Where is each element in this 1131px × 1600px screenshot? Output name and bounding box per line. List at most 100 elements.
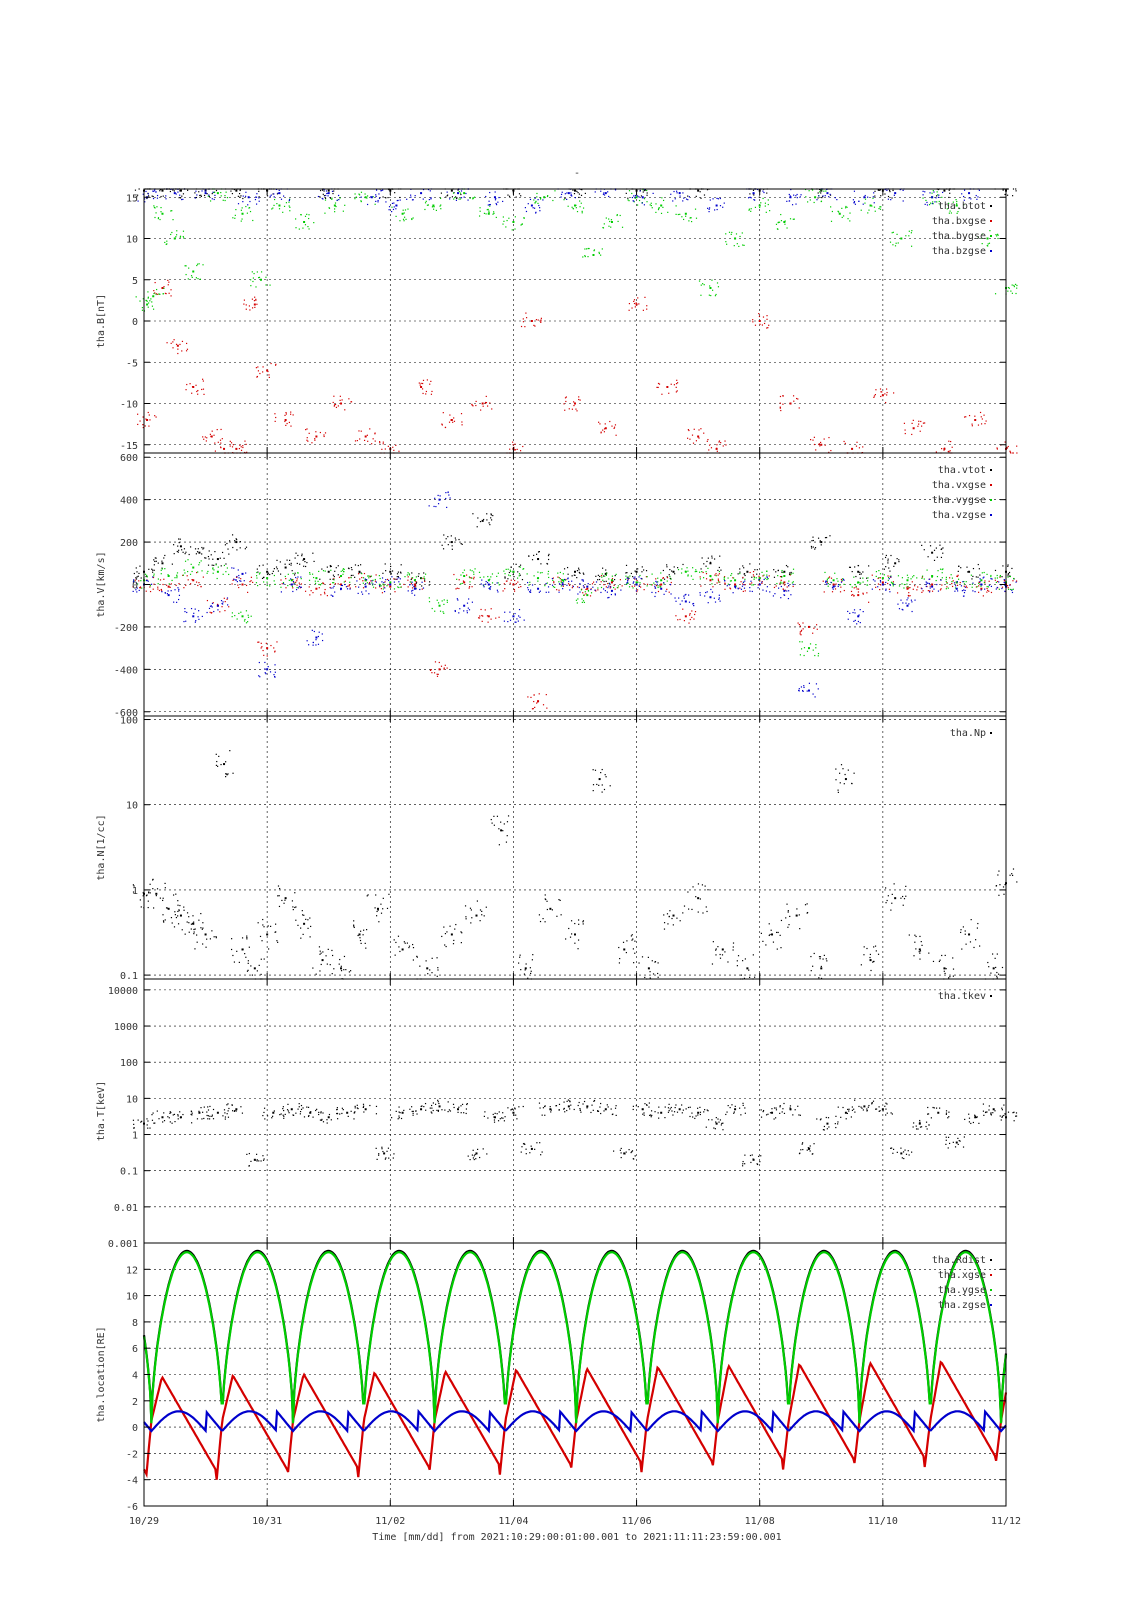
data-point: [689, 438, 691, 440]
data-point: [286, 422, 288, 425]
data-point: [687, 575, 689, 577]
data-point: [567, 578, 569, 580]
data-point: [395, 941, 397, 944]
data-point: [949, 976, 951, 978]
data-point: [211, 430, 213, 432]
data-point: [443, 612, 445, 614]
data-point: [296, 562, 298, 565]
data-point: [971, 583, 973, 585]
data-point: [540, 1154, 542, 1156]
data-point: [421, 588, 423, 590]
data-point: [762, 197, 764, 200]
data-point: [905, 885, 907, 887]
data-point: [304, 215, 307, 217]
data-point: [171, 922, 173, 924]
data-point: [564, 193, 566, 195]
data-point: [280, 198, 283, 200]
data-point: [962, 926, 964, 928]
data-point: [951, 446, 953, 448]
data-point: [938, 200, 940, 203]
data-point: [243, 620, 246, 622]
data-point: [754, 206, 757, 208]
data-point: [915, 935, 917, 938]
data-point: [785, 917, 787, 919]
data-point: [577, 598, 579, 600]
data-point: [548, 576, 550, 579]
data-point: [410, 583, 413, 585]
data-point: [136, 583, 139, 585]
data-point: [136, 571, 138, 573]
data-point: [705, 591, 707, 594]
data-point: [695, 195, 697, 197]
data-point: [956, 584, 959, 586]
data-point: [795, 195, 797, 197]
data-point: [147, 900, 149, 902]
data-point: [298, 585, 300, 588]
data-point: [588, 247, 590, 250]
data-point: [613, 584, 615, 586]
data-point: [274, 420, 276, 422]
data-point: [487, 615, 490, 618]
data-point: [141, 309, 144, 311]
data-point: [481, 914, 483, 916]
data-point: [970, 198, 972, 200]
data-point: [408, 573, 410, 575]
data-point: [342, 210, 344, 212]
data-point: [221, 438, 223, 440]
data-point: [176, 344, 179, 347]
data-point: [885, 887, 887, 889]
data-point: [635, 1105, 637, 1107]
data-point: [484, 1111, 486, 1113]
data-point: [540, 317, 542, 319]
data-point: [942, 552, 944, 554]
data-point: [586, 1105, 589, 1108]
data-point: [359, 564, 362, 566]
data-point: [817, 652, 820, 655]
data-point: [905, 602, 907, 604]
data-point: [186, 383, 188, 386]
data-point: [259, 572, 261, 574]
data-point: [679, 213, 681, 215]
data-point: [782, 395, 784, 397]
data-point: [581, 601, 583, 603]
data-point: [603, 192, 605, 194]
data-point: [295, 218, 297, 220]
data-point: [545, 694, 547, 696]
data-point: [609, 582, 611, 585]
data-point: [935, 197, 937, 199]
data-point: [862, 593, 864, 595]
data-point: [248, 305, 251, 307]
data-point: [956, 575, 958, 577]
data-point: [941, 584, 943, 586]
data-point: [635, 303, 638, 306]
data-point: [483, 586, 485, 588]
data-point: [991, 578, 993, 580]
data-point: [140, 580, 142, 582]
data-point: [481, 620, 483, 622]
data-point: [672, 924, 674, 926]
data-point: [202, 548, 204, 550]
data-point: [291, 570, 293, 572]
data-point: [611, 578, 614, 580]
data-point: [521, 578, 524, 581]
data-point: [675, 615, 677, 617]
data-point: [269, 284, 271, 286]
data-point: [1011, 873, 1013, 875]
data-point: [178, 197, 180, 199]
data-point: [490, 818, 492, 821]
data-point: [719, 197, 721, 200]
data-point: [708, 211, 710, 213]
data-point: [488, 210, 490, 212]
data-point: [719, 600, 721, 602]
data-point: [729, 588, 732, 590]
data-point: [665, 590, 667, 592]
data-point: [525, 963, 527, 965]
series-tha.Np: [132, 750, 1018, 980]
data-point: [334, 211, 336, 213]
data-point: [533, 199, 535, 201]
data-point: [306, 640, 308, 642]
data-point: [759, 206, 761, 209]
data-point: [227, 773, 229, 775]
data-point: [135, 589, 137, 591]
data-point: [207, 1109, 210, 1111]
